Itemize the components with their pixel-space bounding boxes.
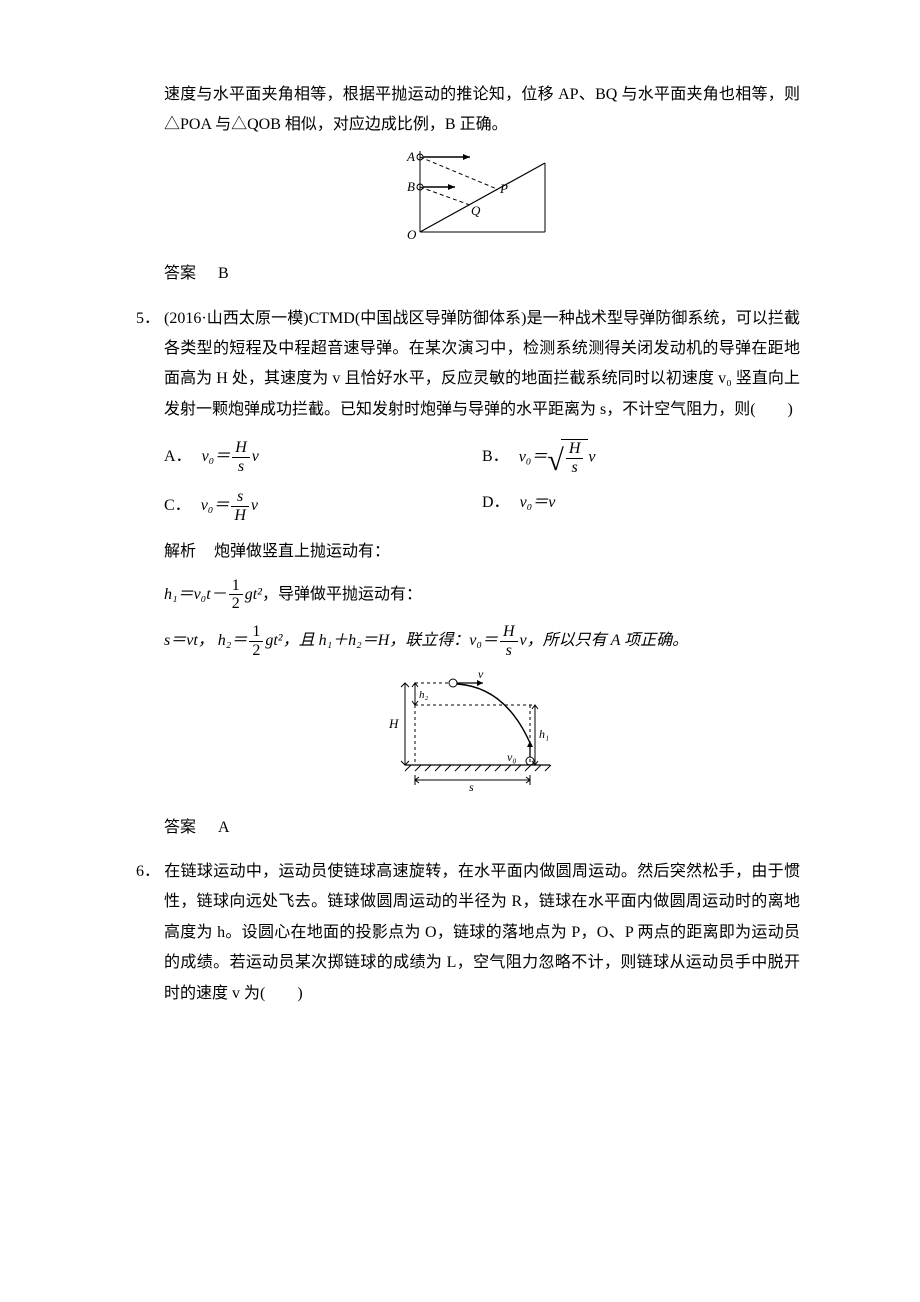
q6-number: 6． (136, 857, 160, 887)
svg-text:v₀: v₀ (507, 750, 517, 764)
intro-paragraph: 速度与水平面夹角相等，根据平抛运动的推论知，位移 AP、BQ 与水平面夹角也相等… (164, 80, 800, 141)
question-6: 6．在链球运动中，运动员使链球高速旋转，在水平面内做圆周运动。然后突然松手，由于… (164, 857, 800, 1009)
q5-option-a: A． v₀＝Hsv (164, 433, 482, 482)
answer-q5: 答案 A (164, 813, 800, 843)
q5-options: A． v₀＝Hsv B． v₀＝√Hsv C． v₀＝sHv D． v₀＝v (164, 433, 800, 530)
answer-intro: 答案 B (164, 259, 800, 289)
q5-stem: (2016·山西太原一模)CTMD(中国战区导弹防御体系)是一种战术型导弹防御系… (164, 310, 800, 418)
figure-missile-intercept: H v h₂ h₁ (140, 665, 800, 806)
q5-option-c: C． v₀＝sHv (164, 482, 482, 530)
svg-text:A: A (406, 149, 415, 164)
q5-explanation-1: 解析炮弹做竖直上抛运动有： (164, 537, 800, 567)
svg-text:h₁: h₁ (539, 727, 549, 741)
expl-label: 解析 (164, 543, 196, 560)
figure-triangle-apbqo: A B O P Q (140, 147, 800, 253)
svg-text:h₂: h₂ (419, 689, 429, 701)
intro-text: 速度与水平面夹角相等，根据平抛运动的推论知，位移 AP、BQ 与水平面夹角也相等… (164, 86, 800, 133)
q5-option-d: D． v₀＝v (482, 482, 800, 530)
q5-number: 5． (136, 304, 160, 334)
answer-label: 答案 (164, 265, 196, 282)
q5-explanation-3: s＝vt， h₂＝12gt²，且 h₁＋h₂＝H，联立得：v₀＝Hsv，所以只有… (164, 623, 800, 659)
svg-text:v: v (478, 667, 484, 681)
svg-text:P: P (499, 181, 508, 196)
question-5: 5．(2016·山西太原一模)CTMD(中国战区导弹防御体系)是一种战术型导弹防… (164, 304, 800, 426)
svg-text:H: H (388, 716, 399, 731)
q6-stem: 在链球运动中，运动员使链球高速旋转，在水平面内做圆周运动。然后突然松手，由于惯性… (164, 863, 800, 1002)
answer-value: A (218, 819, 230, 836)
answer-label: 答案 (164, 819, 196, 836)
svg-text:Q: Q (471, 203, 481, 218)
answer-value: B (218, 265, 229, 282)
svg-text:O: O (407, 227, 417, 242)
svg-text:B: B (407, 179, 415, 194)
svg-text:s: s (469, 780, 474, 794)
q5-explanation-2: h₁＝v₀t－12gt²，导弹做平抛运动有： (164, 577, 800, 613)
q5-option-b: B． v₀＝√Hsv (482, 433, 800, 482)
